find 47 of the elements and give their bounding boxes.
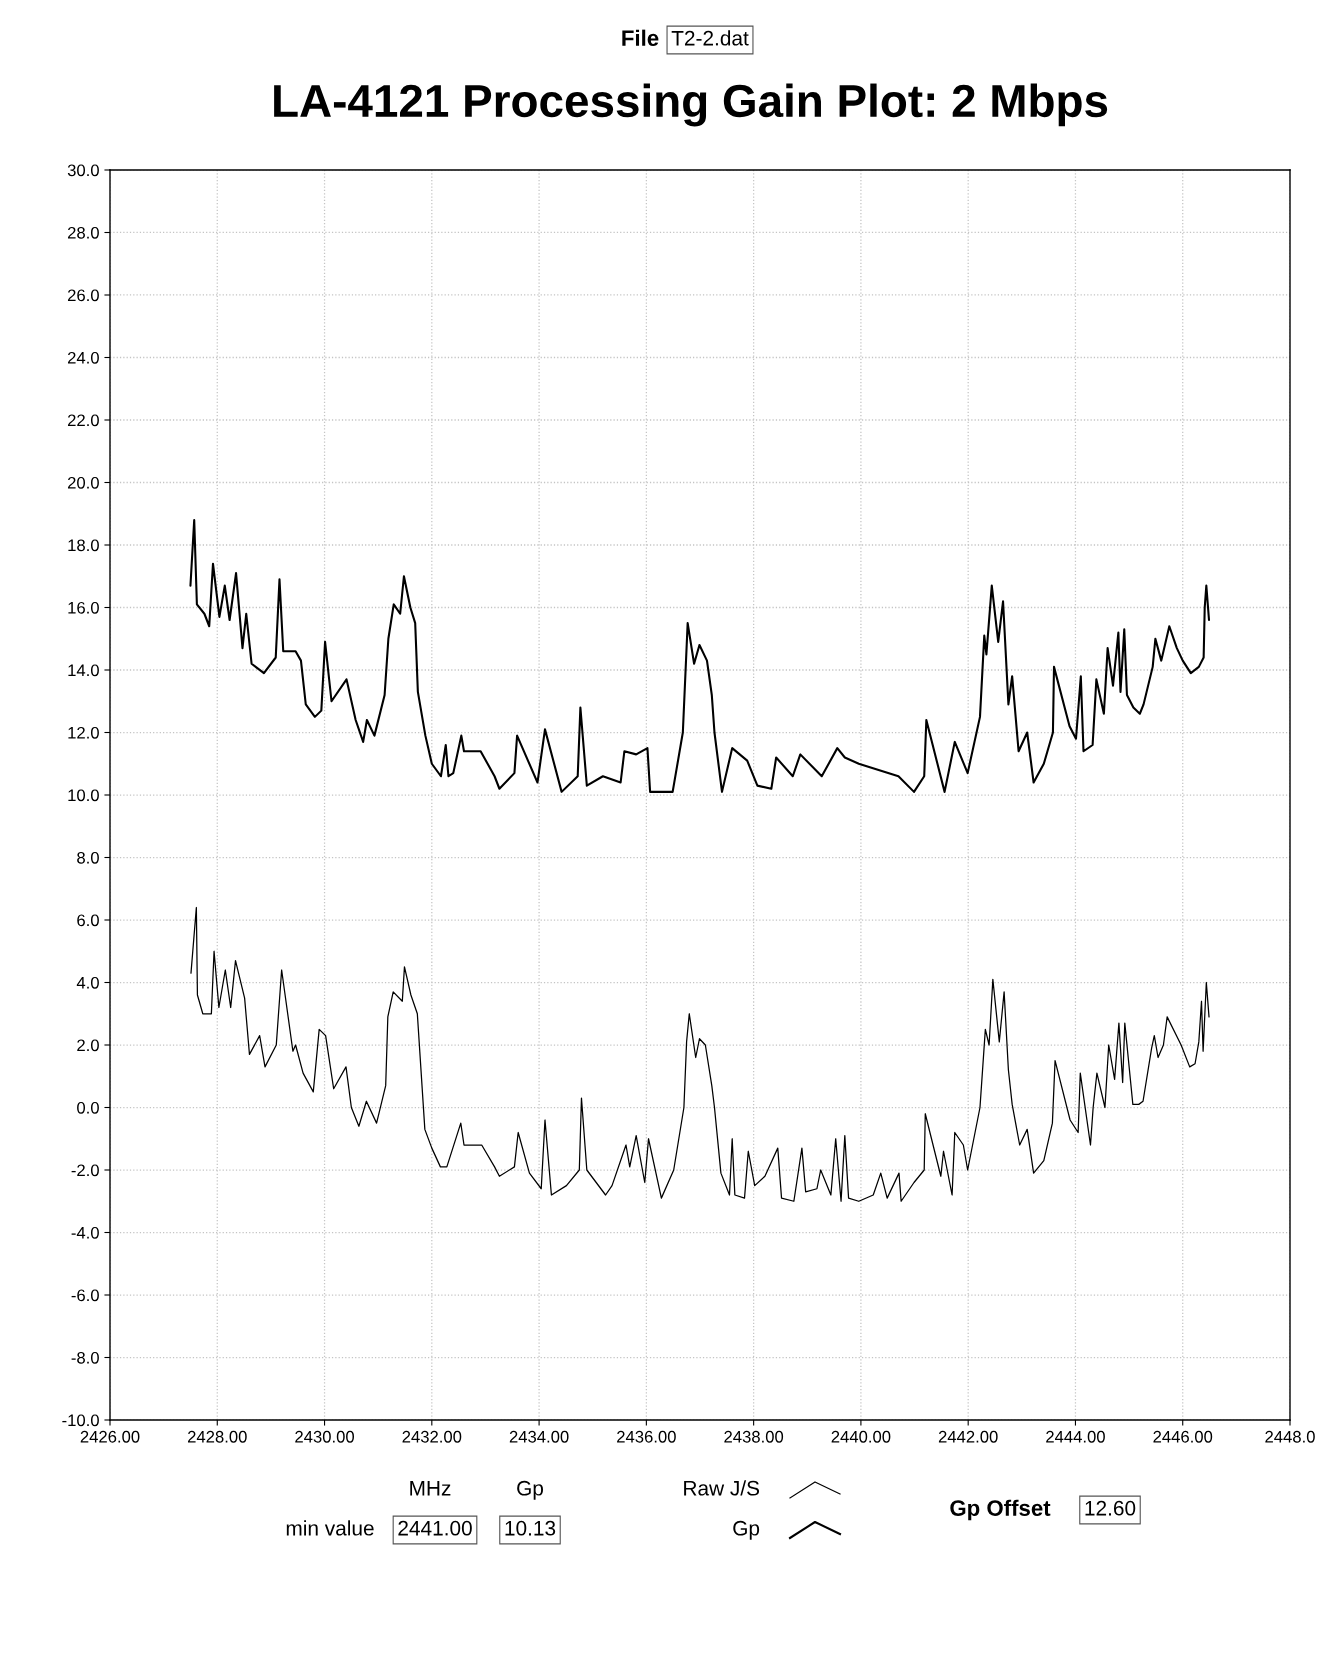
y-tick-label: 12.0 (68, 726, 99, 739)
text: 2441.00 (398, 1520, 472, 1536)
text: 12.60 (1085, 1500, 1136, 1516)
text: min value (286, 1520, 374, 1536)
y-tick-label: -10.0 (62, 1414, 99, 1427)
x-tick-label: 2436.00 (617, 1430, 676, 1443)
chart-title: LA-4121 Processing Gain Plot: 2 Mbps (274, 83, 1108, 127)
legend-label: Raw J/S (684, 1480, 760, 1496)
y-tick-label: 26.0 (67, 289, 99, 302)
text: 10.13 (505, 1520, 556, 1536)
text: File (622, 29, 659, 46)
y-tick-label: -8.0 (71, 1351, 99, 1364)
y-tick-label: 20.0 (67, 476, 99, 489)
x-tick-label: 2428.00 (187, 1430, 247, 1443)
y-tick-label: -2.0 (71, 1164, 99, 1177)
y-tick-label: 0.0 (77, 1101, 99, 1114)
x-tick-label: 2440.00 (831, 1430, 891, 1443)
x-tick-label: 2444.00 (1046, 1430, 1105, 1443)
y-tick-label: 28.0 (67, 226, 99, 239)
line-series (190, 906, 1210, 1202)
line-series (189, 518, 1211, 793)
x-tick-label: 2426.00 (80, 1430, 140, 1443)
y-tick-label: 8.0 (77, 851, 99, 864)
y-tick-label: 6.0 (77, 914, 99, 927)
y-tick-label: -6.0 (71, 1289, 99, 1302)
text: Gp (517, 1480, 544, 1500)
x-tick-label: 2446.00 (1153, 1430, 1213, 1443)
y-tick-label: 10.0 (68, 789, 99, 802)
text: Gp Offset (950, 1499, 1051, 1521)
y-tick-label: 22.0 (67, 414, 99, 427)
y-tick-label: 14.0 (68, 664, 99, 677)
x-tick-label: 2430.00 (295, 1430, 355, 1443)
legend-label: Gp (733, 1520, 760, 1540)
y-tick-label: 24.0 (67, 351, 99, 364)
text: MHz (410, 1481, 451, 1496)
y-tick-label: 30.0 (67, 164, 99, 177)
x-tick-label: 2442.00 (938, 1430, 998, 1443)
text: T2-2.dat (671, 30, 749, 46)
y-tick-label: -4.0 (71, 1226, 99, 1239)
x-tick-label: 2434.00 (509, 1430, 569, 1443)
y-tick-label: 16.0 (68, 601, 99, 614)
x-tick-label: 2432.00 (402, 1430, 462, 1443)
y-tick-label: 2.0 (77, 1039, 99, 1052)
x-tick-label: 2448.0 (1265, 1430, 1315, 1443)
y-tick-label: 18.0 (68, 539, 99, 552)
x-tick-label: 2438.00 (724, 1430, 784, 1443)
y-tick-label: 4.0 (76, 976, 99, 989)
